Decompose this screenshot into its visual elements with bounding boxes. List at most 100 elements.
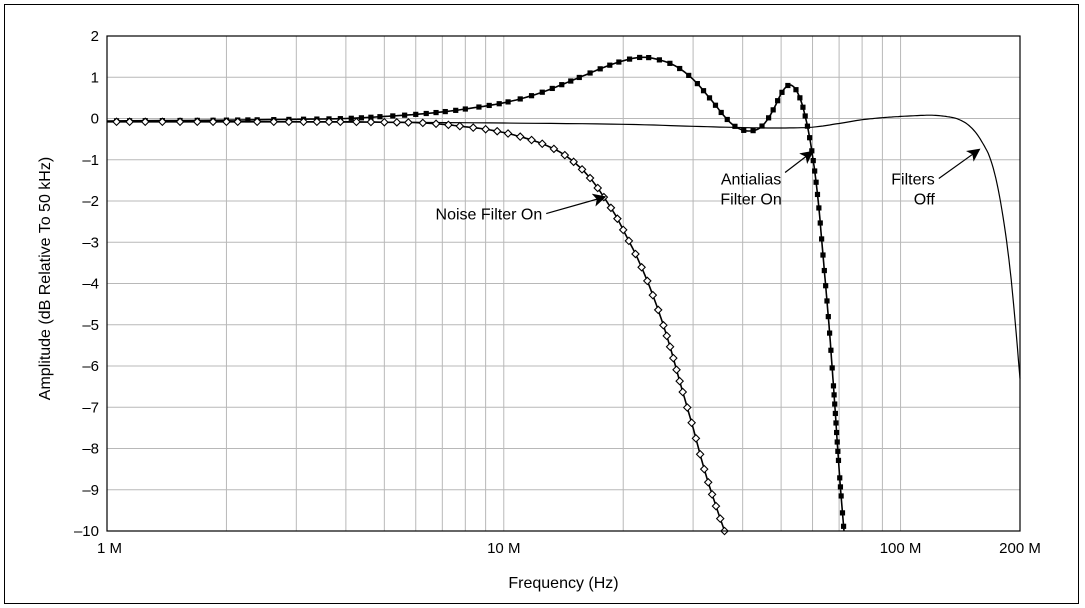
data-point-noise-filter-on	[585, 173, 595, 183]
data-point-noise-filter-on	[672, 365, 681, 375]
data-point-antialias-filter-on	[821, 267, 827, 274]
data-point-antialias-filter-on	[832, 401, 838, 407]
data-point-antialias-filter-on	[802, 113, 808, 119]
data-point-antialias-filter-on	[700, 88, 707, 94]
data-point-antialias-filter-on	[626, 56, 633, 62]
data-point-antialias-filter-on	[835, 448, 841, 454]
data-point-antialias-filter-on	[549, 85, 555, 92]
data-point-antialias-filter-on	[486, 102, 492, 109]
data-point-antialias-filter-on	[413, 111, 419, 117]
data-point-antialias-filter-on	[656, 57, 662, 63]
tick-labels: 2 1 0 –1 –2 –3 –4 –5 –6 –7 –8 –9 –101 M 10 M 100 M 200 …	[74, 28, 1041, 557]
data-point-noise-filter-on	[125, 117, 135, 127]
data-point-antialias-filter-on	[838, 493, 844, 499]
data-point-noise-filter-on	[455, 121, 465, 131]
data-point-antialias-filter-on	[712, 102, 719, 108]
data-point-noise-filter-on	[352, 117, 361, 127]
data-point-antialias-filter-on	[839, 510, 846, 516]
data-point-antialias-filter-on	[607, 62, 613, 68]
data-point-noise-filter-on	[648, 290, 658, 300]
y-tick-label: 1	[91, 69, 99, 86]
data-point-antialias-filter-on	[706, 95, 713, 101]
data-point-noise-filter-on	[431, 119, 441, 129]
data-point-antialias-filter-on	[813, 179, 819, 185]
data-point-noise-filter-on	[418, 118, 428, 128]
y-tick-label: –10	[74, 523, 99, 540]
y-tick-label: –5	[82, 317, 99, 334]
data-point-antialias-filter-on	[390, 113, 396, 119]
data-point-noise-filter-on	[675, 376, 685, 386]
data-point-antialias-filter-on	[245, 117, 251, 123]
data-point-noise-filter-on	[682, 403, 692, 412]
annotation-label: Filter On	[720, 192, 781, 209]
data-point-noise-filter-on	[678, 387, 688, 397]
data-point-noise-filter-on	[527, 135, 536, 145]
data-point-noise-filter-on	[335, 117, 345, 127]
data-point-antialias-filter-on	[442, 108, 448, 115]
data-point-noise-filter-on	[379, 117, 389, 127]
data-point-noise-filter-on	[233, 117, 243, 127]
data-point-noise-filter-on	[711, 501, 721, 511]
data-point-antialias-filter-on	[732, 123, 738, 129]
data-point-noise-filter-on	[668, 353, 678, 363]
y-tick-label: –3	[82, 234, 99, 251]
data-point-antialias-filter-on	[832, 410, 838, 417]
x-tick-label: 1 M	[97, 540, 122, 557]
data-point-antialias-filter-on	[568, 78, 574, 84]
data-point-noise-filter-on	[468, 123, 478, 133]
data-point-antialias-filter-on	[724, 116, 730, 123]
data-point-antialias-filter-on	[741, 127, 747, 133]
annotation-noise: Noise Filter On	[436, 193, 607, 224]
data-point-noise-filter-on	[366, 117, 376, 127]
annotation-label: Off	[914, 192, 936, 209]
data-point-noise-filter-on	[662, 331, 672, 341]
data-point-noise-filter-on	[618, 225, 628, 235]
data-point-noise-filter-on	[606, 203, 616, 213]
data-point-antialias-filter-on	[814, 191, 821, 198]
x-axis-title: Frequency (Hz)	[508, 575, 618, 592]
data-point-antialias-filter-on	[646, 55, 652, 61]
data-point-antialias-filter-on	[828, 347, 834, 353]
data-point-antialias-filter-on	[597, 66, 603, 72]
x-tick-label: 100 M	[880, 540, 922, 557]
y-tick-label: –8	[82, 441, 99, 458]
data-point-noise-filter-on	[577, 164, 587, 174]
data-point-antialias-filter-on	[824, 298, 830, 304]
data-point-noise-filter-on	[703, 477, 713, 487]
data-point-antialias-filter-on	[837, 475, 843, 481]
data-point-antialias-filter-on	[834, 439, 840, 445]
data-point-antialias-filter-on	[779, 89, 785, 95]
data-point-noise-filter-on	[537, 139, 547, 149]
x-tick-label: 200 M	[999, 540, 1041, 557]
data-point-antialias-filter-on	[423, 110, 429, 117]
data-point-antialias-filter-on	[800, 104, 806, 110]
annotation-arrow	[784, 150, 814, 173]
data-point-antialias-filter-on	[476, 104, 482, 110]
data-point-antialias-filter-on	[835, 457, 842, 464]
data-point-noise-filter-on	[593, 183, 603, 193]
data-point-noise-filter-on	[653, 305, 663, 315]
data-point-antialias-filter-on	[823, 283, 829, 289]
data-point-antialias-filter-on	[528, 93, 535, 99]
data-point-noise-filter-on	[687, 418, 697, 428]
data-point-antialias-filter-on	[667, 60, 673, 66]
data-point-antialias-filter-on	[797, 95, 803, 101]
data-point-antialias-filter-on	[718, 109, 724, 116]
data-point-antialias-filter-on	[496, 101, 502, 107]
y-tick-label: –9	[82, 482, 99, 499]
annotation-label: Noise Filter On	[436, 207, 543, 224]
data-point-antialias-filter-on	[807, 135, 813, 141]
annotation-group: Noise Filter On Antialias Filter On Filters…	[436, 148, 981, 224]
data-point-noise-filter-on	[695, 449, 705, 459]
data-point-antialias-filter-on	[834, 429, 840, 436]
data-point-noise-filter-on	[404, 118, 413, 127]
annotation-arrow	[546, 193, 607, 215]
data-point-antialias-filter-on	[816, 205, 822, 211]
annotation-label: Antialias	[721, 172, 781, 189]
data-point-antialias-filter-on	[819, 236, 825, 242]
grid-lines	[106, 35, 1021, 532]
data-point-antialias-filter-on	[453, 107, 459, 113]
data-point-antialias-filter-on	[694, 81, 700, 87]
data-point-antialias-filter-on	[368, 114, 374, 120]
